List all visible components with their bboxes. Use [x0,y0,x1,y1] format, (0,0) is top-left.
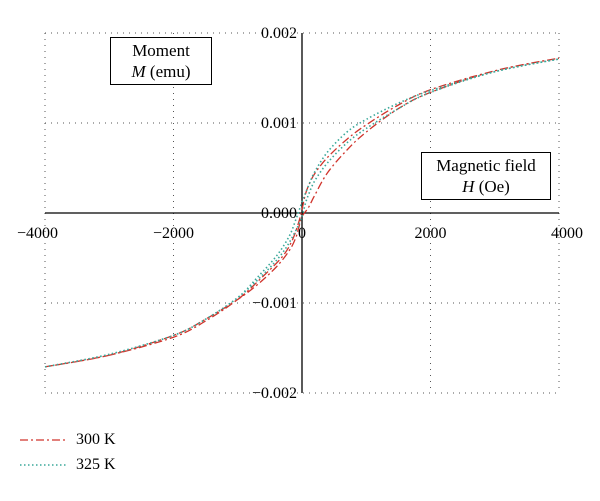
x-axis-symbol: H [462,177,475,196]
y-axis-symbol: M [131,62,146,81]
x-axis-label-unit-line: H (Oe) [422,176,550,197]
x-axis-unit: (Oe) [478,177,510,196]
x-tick-label: −4000 [17,225,58,242]
legend-label-300k: 300 K [76,431,116,448]
y-tick-label: 0.000 [261,205,297,222]
legend-item-300k: 300 K [18,431,116,449]
x-tick-label: 2000 [415,225,447,242]
x-axis-label: Magnetic field H (Oe) [421,152,551,200]
x-axis-label-title: Magnetic field [436,156,536,175]
legend-swatch-325k [20,464,66,466]
legend-label-325k: 325 K [76,456,116,473]
y-tick-label: −0.001 [252,295,297,312]
y-axis-label: Moment M (emu) [110,37,212,85]
y-axis-label-title: Moment [132,41,190,60]
y-axis-unit: (emu) [149,62,191,81]
legend-item-325k: 325 K [18,456,116,474]
legend-swatch-300k [20,439,66,441]
x-tick-label: −2000 [153,225,194,242]
x-tick-label: 0 [298,225,306,242]
x-tick-label: 4000 [551,225,583,242]
y-tick-label: 0.001 [261,115,297,132]
y-tick-label: −0.002 [252,385,297,402]
y-tick-label: 0.002 [261,25,297,42]
y-axis-label-unit-line: M (emu) [111,61,211,82]
series-layer [44,57,560,368]
axes [45,33,559,393]
series-line-300k [44,57,560,368]
tick-labels: −4000 −2000 0 2000 4000 0.002 0.001 0.000 −0.001… [17,25,583,402]
